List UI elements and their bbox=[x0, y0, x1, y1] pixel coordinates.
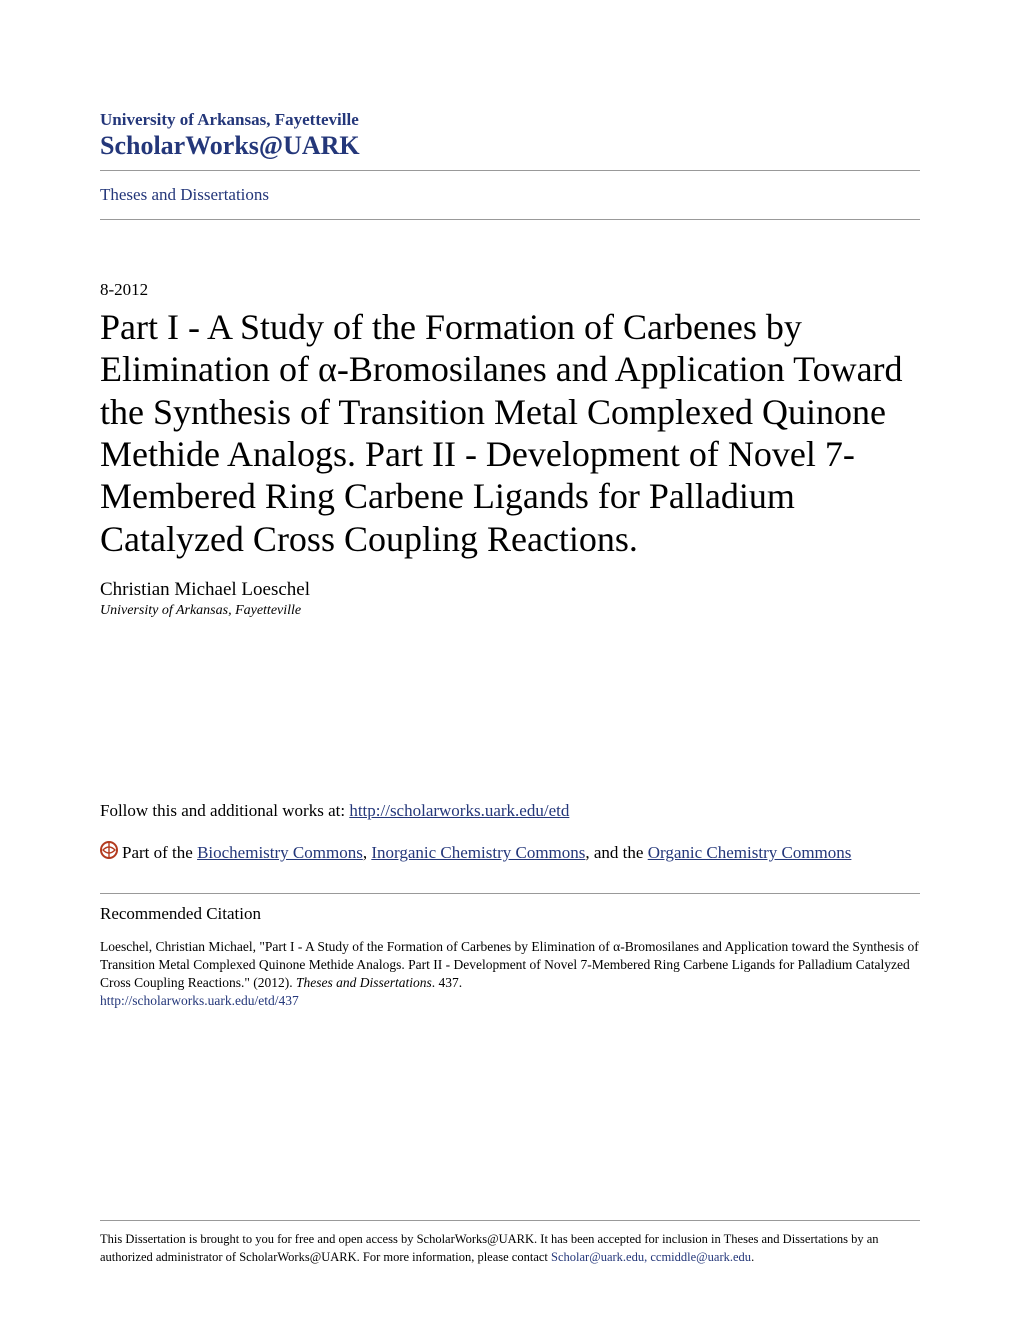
divider bbox=[100, 219, 920, 220]
author-name: Christian Michael Loeschel bbox=[100, 578, 920, 603]
footer: This Dissertation is brought to you for … bbox=[100, 1220, 920, 1266]
partof-sep2: , and the bbox=[585, 843, 647, 862]
divider bbox=[100, 893, 920, 894]
follow-link[interactable]: http://scholarworks.uark.edu/etd bbox=[349, 801, 569, 820]
document-title: Part I - A Study of the Formation of Car… bbox=[100, 306, 920, 561]
part-of-line: Part of the Biochemistry Commons, Inorga… bbox=[100, 840, 920, 867]
partof-lead: Part of the bbox=[122, 843, 197, 862]
citation-italic: Theses and Dissertations bbox=[296, 975, 432, 990]
follow-prefix: Follow this and additional works at: bbox=[100, 801, 349, 820]
breadcrumb-link[interactable]: Theses and Dissertations bbox=[100, 185, 269, 204]
footer-text-2: . bbox=[751, 1250, 754, 1264]
divider bbox=[100, 170, 920, 171]
citation-text: Loeschel, Christian Michael, "Part I - A… bbox=[100, 938, 920, 1011]
follow-line: Follow this and additional works at: htt… bbox=[100, 799, 920, 823]
citation-permalink[interactable]: http://scholarworks.uark.edu/etd/437 bbox=[100, 993, 299, 1008]
repository-link[interactable]: ScholarWorks@UARK bbox=[100, 131, 360, 160]
commons-link-2[interactable]: Inorganic Chemistry Commons bbox=[371, 843, 585, 862]
commons-link-3[interactable]: Organic Chemistry Commons bbox=[648, 843, 852, 862]
citation-heading: Recommended Citation bbox=[100, 904, 920, 924]
citation-part2: . 437. bbox=[432, 975, 462, 990]
network-icon bbox=[100, 841, 118, 867]
author-affiliation: University of Arkansas, Fayetteville bbox=[100, 603, 920, 619]
citation-part1: Loeschel, Christian Michael, "Part I - A… bbox=[100, 939, 919, 990]
institution-name: University of Arkansas, Fayetteville bbox=[100, 110, 920, 130]
commons-link-1[interactable]: Biochemistry Commons bbox=[197, 843, 363, 862]
footer-contact-link[interactable]: Scholar@uark.edu, ccmiddle@uark.edu bbox=[551, 1250, 751, 1264]
footer-text-1: This Dissertation is brought to you for … bbox=[100, 1232, 879, 1264]
publication-date: 8-2012 bbox=[100, 280, 920, 300]
